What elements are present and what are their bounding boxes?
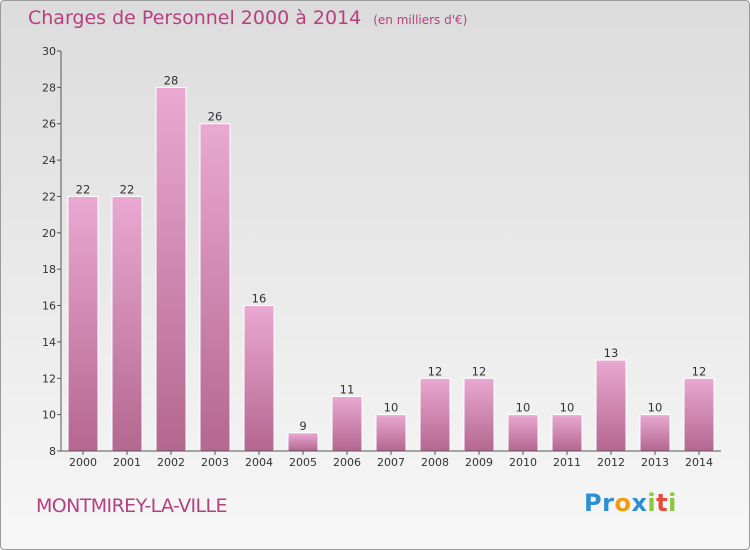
- axes-group: 8 10 12 14 16 18 20 22 24 26 28 30 2000 2001 2002 2003 2…: [42, 45, 721, 469]
- x-tick-label-2013: 2013: [641, 456, 669, 469]
- chart-title: Charges de Personnel 2000 à 2014 (en mill…: [28, 7, 467, 29]
- x-tick-label-2010: 2010: [509, 456, 537, 469]
- data-label-2009: 12: [472, 364, 487, 378]
- data-label-2006: 11: [340, 382, 355, 396]
- logo-letter: o: [614, 489, 632, 517]
- data-label-2012: 13: [604, 346, 619, 360]
- town-name: MONTMIREY-LA-VILLE: [36, 495, 228, 517]
- y-tick-label: 30: [42, 45, 56, 58]
- x-tick-label-2002: 2002: [157, 456, 185, 469]
- x-tick-label-2011: 2011: [553, 456, 581, 469]
- data-label-2014: 12: [692, 364, 707, 378]
- data-label-2005: 9: [299, 419, 306, 433]
- bar-2014: [683, 377, 715, 452]
- logo-letter: x: [631, 489, 648, 517]
- y-tick-label: 8: [49, 445, 56, 458]
- bar-2003: [199, 123, 231, 452]
- bar-2001: [111, 195, 143, 452]
- logo-letter: r: [602, 489, 615, 517]
- y-tick-label: 20: [42, 227, 56, 240]
- data-label-2013: 10: [648, 401, 663, 415]
- bar-2000: [67, 195, 99, 452]
- x-tick-label-2014: 2014: [685, 456, 713, 469]
- data-label-2008: 12: [428, 364, 443, 378]
- data-label-2000: 22: [76, 182, 91, 196]
- y-tick-label: 12: [42, 372, 56, 385]
- bar-2007: [375, 414, 407, 452]
- y-tick-label: 28: [42, 81, 56, 94]
- logo-letter: P: [584, 489, 603, 517]
- y-tick-label: 26: [42, 118, 56, 131]
- bar-2005: [287, 432, 319, 452]
- logo-letter: t: [656, 489, 669, 517]
- data-label-2010: 10: [516, 401, 531, 415]
- bar-2013: [639, 414, 671, 452]
- y-tick-label: 18: [42, 263, 56, 276]
- data-label-2001: 22: [120, 182, 135, 196]
- y-tick-label: 10: [42, 409, 56, 422]
- data-label-2004: 16: [252, 292, 267, 306]
- logo-letter: i: [647, 489, 657, 517]
- chart-title-text: Charges de Personnel 2000 à 2014: [28, 7, 362, 29]
- data-label-2007: 10: [384, 401, 399, 415]
- bar-2008: [419, 377, 451, 452]
- bar-2011: [551, 414, 583, 452]
- y-tick-label: 14: [42, 336, 56, 349]
- x-tick-label-2005: 2005: [289, 456, 317, 469]
- x-tick-label-2004: 2004: [245, 456, 273, 469]
- data-label-2003: 26: [208, 110, 223, 124]
- y-tick-label: 24: [42, 154, 56, 167]
- x-tick-label-2000: 2000: [69, 456, 97, 469]
- y-tick-label: 16: [42, 300, 56, 313]
- x-tick-label-2012: 2012: [597, 456, 625, 469]
- x-tick-label-2008: 2008: [421, 456, 449, 469]
- bar-2010: [507, 414, 539, 452]
- y-tick-label: 22: [42, 190, 56, 203]
- bar-2009: [463, 377, 495, 452]
- proxiti-logo: Proxiti: [584, 489, 677, 517]
- x-tick-label-2001: 2001: [113, 456, 141, 469]
- x-tick-label-2007: 2007: [377, 456, 405, 469]
- x-tick-label-2003: 2003: [201, 456, 229, 469]
- bar-2002: [155, 86, 187, 452]
- bars-group: 22 22 28 26 16 9 11 10 12 12 10 10 13 10 12: [67, 73, 715, 452]
- unit-note: (en milliers d'€): [373, 13, 468, 27]
- x-tick-label-2009: 2009: [465, 456, 493, 469]
- data-label-2002: 28: [164, 73, 179, 87]
- bar-2004: [243, 305, 275, 452]
- bar-2006: [331, 395, 363, 452]
- x-tick-label-2006: 2006: [333, 456, 361, 469]
- logo-letter: i: [668, 489, 677, 517]
- data-label-2011: 10: [560, 401, 575, 415]
- bar-2012: [595, 359, 627, 452]
